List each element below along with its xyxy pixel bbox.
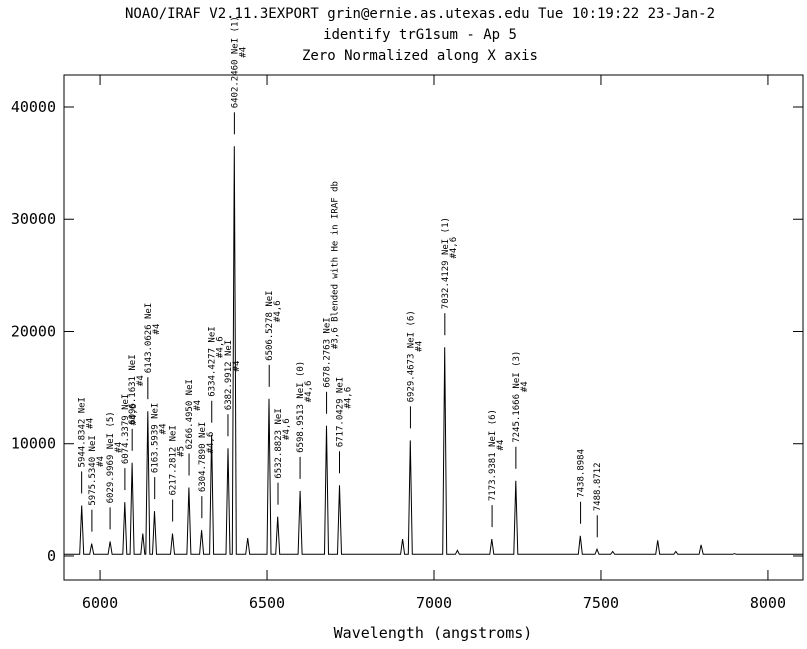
line-id-label: 5944.8342 NeI [78,397,88,467]
line-id-note: #4 [96,456,106,467]
line-id-note: #4,6 [216,336,226,358]
line-id-note: #3,6 Blended with He in IRAF db [331,181,341,349]
line-id-note: #4 [232,361,242,372]
line-id-note: #4 [152,324,162,335]
line-id-label: 6929.4673 NeI (6) [406,310,416,402]
line-id-label: 6096.1631 NeI [128,354,138,424]
plot-frame [63,74,804,581]
line-id-label: 7438.8984 [577,449,587,498]
line-id-note: #4 [238,47,248,58]
line-id-note: #4 [114,442,124,453]
line-id-note: #4 [193,400,203,411]
line-id-note: #4,6 [344,387,354,409]
line-id-note: #4,6 [129,404,139,426]
line-id-label: 6334.4277 NeI [208,326,218,396]
y-tick-label: 0 [47,547,56,565]
y-tick-label: 30000 [11,210,56,228]
line-id-note: #4,6 [206,432,216,454]
line-id-label: 6506.5278 NeI [265,290,275,360]
line-id-label: 6266.4950 NeI [185,379,195,449]
chart-title: NOAO/IRAF V2.11.3EXPORT grin@ernie.as.ut… [125,6,715,22]
y-tick-label: 20000 [11,322,56,340]
line-id-note: #4 [136,375,146,386]
spectrum-line [64,146,803,555]
line-id-note: #4 [86,418,96,429]
x-axis-label: Wavelength (angstroms) [334,624,533,642]
line-id-note: #4 [414,341,424,352]
line-id-note: #4,6 [449,237,459,259]
line-id-label: 5975.5340 NeI [88,435,98,505]
line-id-label: 6598.9513 NeI (0) [296,361,306,453]
line-id-label: 7173.9381 NeI (6) [488,409,498,501]
line-id-note: #4,6 [304,381,314,403]
line-id-note: #4 [520,381,530,392]
line-id-label: 7032.4129 NeI (1) [441,217,451,309]
line-id-note: #4 [496,440,506,451]
chart-subtitle: identify trG1sum - Ap 5 [323,27,517,43]
line-id-note: #4,6 [282,418,292,440]
x-tick-label: 6000 [82,594,118,612]
x-tick-label: 6500 [249,594,285,612]
line-id-label: 6074.3379 NeI [121,394,131,464]
line-id-label: 6304.7890 NeI [198,422,208,492]
line-id-label: 6029.9969 NeI (5) [106,411,116,503]
x-tick-label: 8000 [750,594,786,612]
y-tick-label: 10000 [11,435,56,453]
y-tick-label: 40000 [11,98,56,116]
line-id-label: 6163.5939 NeI [151,403,161,473]
line-id-label: 6143.0626 NeI [144,303,154,373]
line-id-label: 7245.1666 NeI (3) [512,351,522,443]
x-tick-label: 7500 [583,594,619,612]
x-tick-label: 7000 [416,594,452,612]
line-id-label: 6402.2460 NeI (1) [230,16,240,108]
line-id-note: #4 [159,423,169,434]
line-id-label: 7488.8712 [593,462,603,511]
line-id-label: 6717.0429 NeI [336,377,346,447]
line-id-label: 6532.8823 NeI [274,408,284,478]
chart-subtitle: Zero Normalized along X axis [302,48,538,64]
line-id-note: #4,6 [273,300,283,322]
line-id-label: 6678.2763 NeI [323,317,333,387]
line-id-note: #5 [177,446,187,457]
line-id-label: 6217.2812 NeI [169,425,179,495]
line-id-label: 6382.9912 NeI [224,340,234,410]
